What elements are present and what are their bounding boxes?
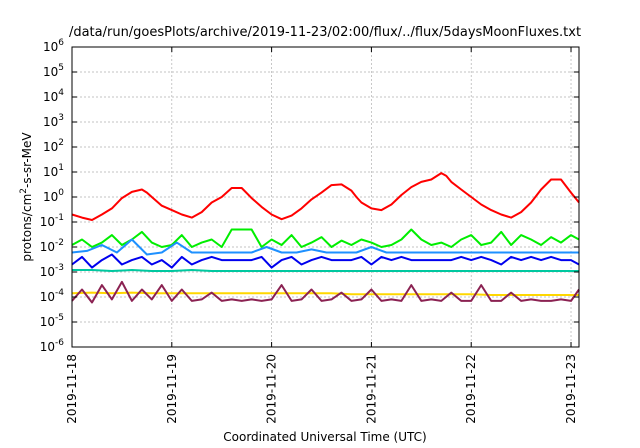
y-tick-label: 106 (43, 38, 64, 54)
y-tick-label: 103 (43, 113, 64, 129)
series-line (72, 269, 579, 272)
y-tick-label: 104 (43, 88, 64, 104)
series-line (71, 291, 579, 296)
y-tick-label: 10-2 (40, 238, 64, 254)
y-axis-label-rest: -s-sr-MeV (20, 132, 34, 188)
y-tick-label: 100 (43, 188, 64, 204)
y-tick-label: 10-3 (40, 263, 64, 279)
y-axis: 10-6 10-5 10-4 10-3 10-2 10-1 100 101 102 103 104 1… (40, 38, 579, 354)
x-tick-label: 2019-11-23 (564, 354, 578, 424)
x-tick-label: 2019-11-21 (364, 354, 378, 424)
y-tick-label: 10-1 (40, 213, 64, 229)
y-tick-label: 101 (43, 163, 64, 179)
y-axis-label: protons/cm2-s-sr-MeV (19, 132, 34, 262)
x-axis-label: Coordinated Universal Time (UTC) (223, 430, 426, 444)
x-tick-label: 2019-11-22 (464, 354, 478, 424)
series-line (71, 253, 580, 269)
series-line (71, 280, 580, 304)
series-line (71, 228, 580, 248)
series-layer (71, 172, 580, 304)
series-line (71, 172, 580, 221)
y-tick-label: 10-5 (40, 313, 64, 329)
x-tick-label: 2019-11-19 (165, 354, 179, 424)
x-tick-label: 2019-11-20 (265, 354, 279, 424)
chart-title: /data/run/goesPlots/archive/2019-11-23/0… (69, 25, 581, 40)
x-axis: 2019-11-18 2019-11-19 2019-11-20 2019-11-21… (65, 47, 578, 424)
x-tick-label: 2019-11-18 (65, 354, 79, 424)
y-axis-label-sup: 2 (19, 188, 29, 194)
y-tick-label: 102 (43, 138, 64, 154)
y-tick-label: 10-4 (40, 288, 65, 304)
series-line (71, 238, 579, 256)
y-tick-label: 105 (43, 63, 64, 79)
y-axis-label-base: protons/cm (20, 194, 34, 262)
grid (71, 47, 579, 347)
y-tick-label: 10-6 (40, 338, 65, 354)
